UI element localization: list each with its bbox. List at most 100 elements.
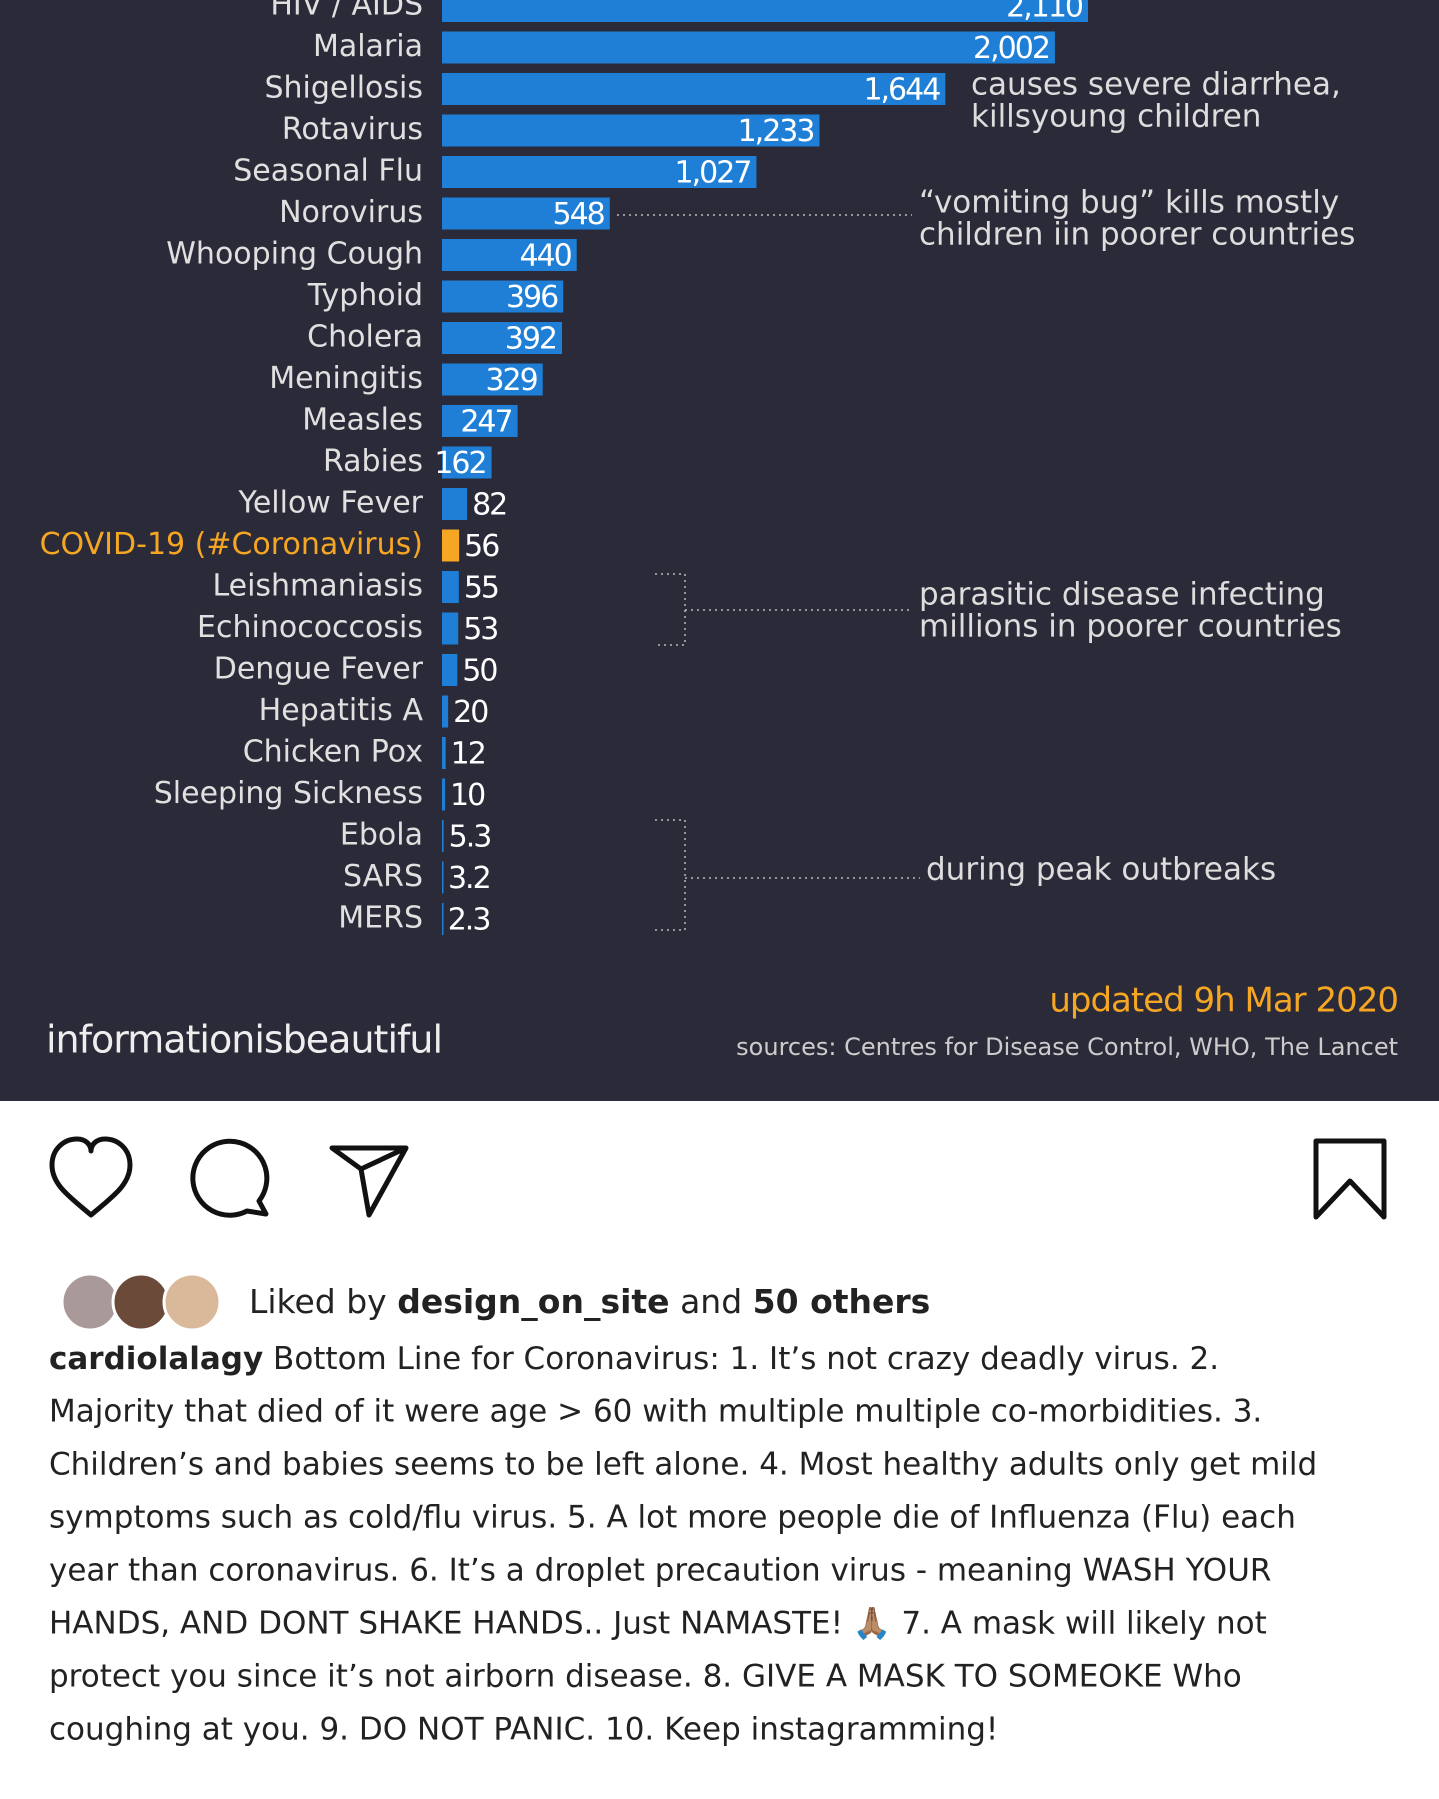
avatar[interactable] [162,1272,222,1332]
likes-others[interactable]: 50 others [753,1282,931,1321]
annotation: causes severe diarrhea, [971,67,1341,103]
caption-line: HANDS, AND DONT SHAKE HANDS.. Just NAMAS… [49,1606,1267,1642]
like-button[interactable] [49,1136,133,1218]
share-button[interactable] [329,1145,409,1218]
bar [442,197,610,230]
value-label: 247 [460,405,511,440]
value-label: 1,644 [863,73,940,108]
annotation: “vomiting bug” kills mostly [919,185,1339,221]
category-label: Dengue Fever [214,652,424,687]
category-label: Norovirus [279,195,423,230]
category-label: Cholera [307,320,423,355]
caption-line: Majority that died of it were age > 60 w… [49,1394,1262,1430]
category-label: HIV / AIDS [270,0,423,23]
category-label: Yellow Fever [237,486,423,521]
value-label: 2,002 [973,31,1049,66]
value-label: 329 [485,363,536,398]
value-label: 1,027 [675,156,751,191]
category-label: Measles [302,403,423,438]
category-label: Typhoid [307,278,423,313]
updated: updated 9h Mar 2020 [1049,981,1398,1021]
avatar[interactable] [60,1272,120,1332]
bar [442,488,468,520]
value-label: 10 [450,778,485,813]
caption-line: protect you since it’s not airborn disea… [49,1659,1242,1695]
bar [442,280,564,313]
bar [442,695,449,728]
bar [442,446,492,479]
category-label: Leishmaniasis [212,569,423,604]
value-label: 392 [505,322,556,357]
value-label: 82 [472,488,506,523]
likes-prefix: Liked by [249,1282,387,1321]
category-label: Rabies [323,444,423,479]
caption-text: Bottom Line for Coronavirus: 1. It’s not… [273,1341,1219,1377]
value-label: 2.3 [448,903,490,938]
value-label: 12 [451,737,485,772]
category-label: Echinococcosis [197,610,423,645]
bar [442,239,577,271]
bar [442,0,1088,22]
category-label: SARS [343,859,423,894]
annotation-bracket [655,573,912,646]
category-label: Seasonal Flu [233,154,423,189]
category-label: Shigellosis [264,71,423,106]
value-label: 50 [462,654,497,689]
category-label: Ebola [340,818,423,853]
sources: sources: Centres for Disease Control, WH… [736,1033,1398,1061]
caption-line: Children’s and babies seems to be left a… [49,1447,1317,1483]
like-user[interactable]: design_on_site [397,1282,669,1321]
annotation-bracket [655,819,920,931]
annotation: parasitic disease infecting [919,577,1325,613]
value-label: 2,110 [1006,0,1083,25]
value-label: 3.2 [448,861,490,896]
annotation: children iin poorer countries [919,217,1355,253]
value-label: 20 [453,695,488,730]
caption-line: coughing at you. 9. DO NOT PANIC. 10. Ke… [49,1712,998,1748]
annotation: millions in poorer countries [919,609,1342,645]
value-label: 5.3 [449,820,491,855]
category-label: Whooping Cough [166,237,423,272]
bar [442,322,563,354]
caption-line: cardiolalagy Bottom Line for Coronavirus… [49,1341,1219,1377]
value-label: 548 [553,197,605,232]
bar [442,31,1055,64]
post: Liked by design_on_site and 50 others ca… [49,1136,1387,1748]
bar [442,778,446,811]
value-label: 55 [464,571,498,606]
save-button[interactable] [1313,1138,1387,1220]
bar [442,612,459,645]
value-label: 162 [434,446,485,481]
brand: informationisbeautiful [46,1018,442,1062]
value-label: 396 [506,280,558,315]
bar [442,363,543,396]
comment-button[interactable] [190,1138,270,1218]
caption-line: year than coronavirus. 6. It’s a droplet… [49,1553,1271,1589]
bar [442,73,946,105]
bar [442,529,460,562]
bar [442,654,458,686]
value-label: 56 [464,529,499,564]
bar [442,861,444,894]
annotation: during peak outbreaks [926,852,1276,888]
bar [442,737,446,769]
category-label: Chicken Pox [243,735,423,770]
bar [442,405,518,437]
value-label: 1,233 [738,114,814,149]
value-label: 440 [519,239,571,274]
category-label: Rotavirus [282,112,423,147]
chart: causes severe diarrhea, killsyoung child… [0,0,1439,1101]
category-label: MERS [338,901,423,936]
category-label: Malaria [313,29,423,64]
bar [442,571,459,603]
bar [442,114,820,147]
bar [442,903,444,935]
caption-username[interactable]: cardiolalagy [49,1341,263,1377]
annotation: killsyoung children [971,99,1261,135]
category-label: Hepatitis A [259,693,424,728]
value-label: 53 [463,612,497,647]
bar [442,820,444,852]
avatar[interactable] [111,1272,171,1332]
category-label: COVID-19 (#Coronavirus) [40,527,423,562]
